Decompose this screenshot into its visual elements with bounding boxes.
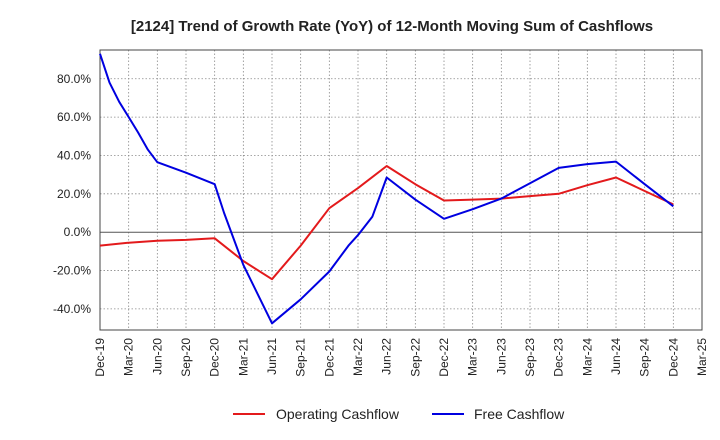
legend-label: Operating Cashflow bbox=[276, 406, 400, 422]
y-tick-label: 0.0% bbox=[64, 225, 92, 239]
x-tick-label: Mar-21 bbox=[236, 338, 250, 376]
y-tick-label: 40.0% bbox=[57, 148, 91, 162]
x-tick-label: Mar-23 bbox=[466, 338, 480, 376]
series-line-operating-cashflow bbox=[99, 165, 674, 281]
x-tick-label: Sep-22 bbox=[408, 338, 422, 377]
x-tick-label: Dec-22 bbox=[437, 338, 451, 377]
legend: Operating Cashflow Free Cashflow bbox=[233, 406, 565, 422]
y-tick-label: 20.0% bbox=[57, 187, 91, 201]
series-line-free-cashflow bbox=[99, 53, 674, 325]
x-tick-label: Mar-20 bbox=[122, 338, 136, 376]
x-tick-label: Mar-25 bbox=[695, 338, 709, 376]
x-tick-label: Sep-20 bbox=[179, 338, 193, 377]
x-tick-label: Dec-21 bbox=[322, 338, 336, 377]
x-tick-label: Jun-23 bbox=[494, 338, 508, 375]
legend-label: Free Cashflow bbox=[474, 406, 565, 422]
x-tick-label: Sep-21 bbox=[294, 338, 308, 377]
plot-frame bbox=[99, 49, 703, 331]
x-tick-label: Dec-23 bbox=[552, 338, 566, 377]
x-tick-label: Sep-23 bbox=[523, 338, 537, 377]
x-tick-label: Mar-22 bbox=[351, 338, 365, 376]
chart-title: [2124] Trend of Growth Rate (YoY) of 12-… bbox=[131, 18, 653, 35]
plot-area: 80.0% 60.0% 40.0% 20.0% 0.0% -20.0% -40.0% Dec-… bbox=[53, 49, 709, 377]
y-tick-label: 60.0% bbox=[57, 110, 91, 124]
x-tick-label: Dec-24 bbox=[666, 338, 680, 377]
x-tick-label: Jun-24 bbox=[609, 338, 623, 375]
y-tick-label: -40.0% bbox=[53, 302, 91, 316]
x-tick-label: Jun-22 bbox=[380, 338, 394, 375]
x-tick-label: Dec-20 bbox=[208, 338, 222, 377]
x-tick-label: Sep-24 bbox=[638, 338, 652, 377]
x-tick-label: Dec-19 bbox=[93, 338, 107, 377]
x-tick-label: Jun-21 bbox=[265, 338, 279, 375]
x-tick-label: Mar-24 bbox=[580, 338, 594, 376]
x-tick-label: Jun-20 bbox=[150, 338, 164, 375]
y-tick-label: -20.0% bbox=[53, 264, 91, 278]
y-tick-label: 80.0% bbox=[57, 72, 91, 86]
